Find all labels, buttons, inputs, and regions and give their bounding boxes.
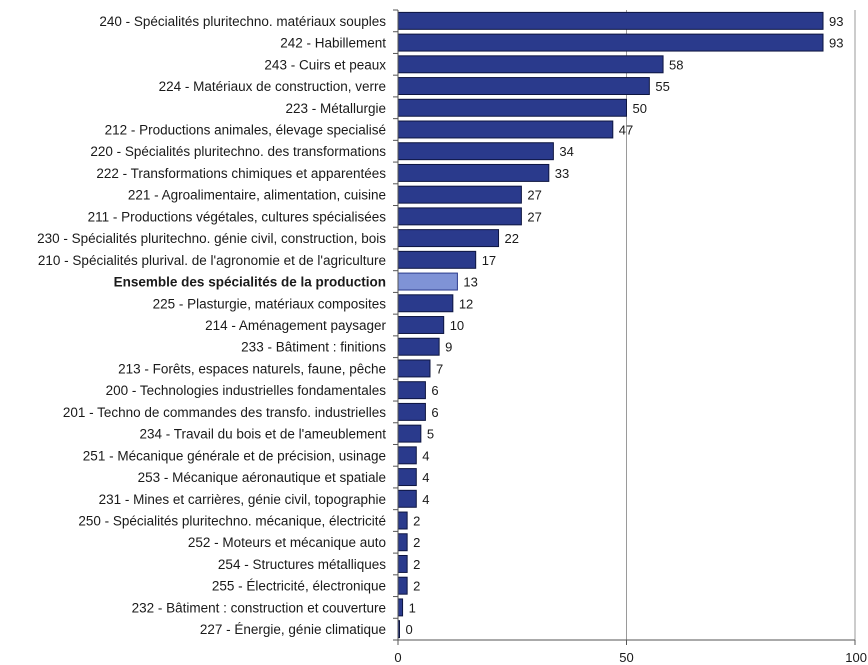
bar (397, 272, 458, 291)
category-label: 234 - Travail du bois et de l'ameublemen… (140, 427, 387, 442)
bar (397, 11, 824, 30)
value-label: 47 (619, 122, 633, 137)
bar (397, 424, 422, 443)
bar (397, 381, 426, 400)
bar (397, 77, 650, 96)
category-label: 240 - Spécialités pluritechno. matériaux… (99, 14, 386, 29)
value-label: 0 (406, 622, 413, 637)
labels-layer: 240 - Spécialités pluritechno. matériaux… (37, 14, 843, 637)
category-label: 251 - Mécanique générale et de précision… (83, 448, 386, 463)
bar (397, 511, 408, 530)
category-label: 201 - Techno de commandes des transfo. i… (63, 405, 386, 420)
bar (397, 163, 550, 182)
bars-layer (397, 11, 824, 639)
category-label: 231 - Mines et carrières, génie civil, t… (99, 492, 386, 507)
value-label: 2 (413, 535, 420, 550)
value-label: 27 (527, 188, 541, 203)
value-label: 55 (655, 79, 669, 94)
category-label: 252 - Moteurs et mécanique auto (188, 535, 386, 550)
value-label: 4 (422, 470, 429, 485)
category-label: 233 - Bâtiment : finitions (241, 340, 386, 355)
category-label: 200 - Technologies industrielles fondame… (106, 383, 387, 398)
value-label: 34 (559, 144, 573, 159)
category-label: 214 - Aménagement paysager (205, 318, 386, 333)
category-label: 221 - Agroalimentaire, alimentation, cui… (128, 188, 386, 203)
category-label: 212 - Productions animales, élevage spec… (105, 122, 386, 137)
value-label: 6 (431, 383, 438, 398)
bar (397, 98, 627, 117)
bar (397, 337, 440, 356)
bar (397, 468, 417, 487)
grid-layer (626, 10, 856, 640)
category-label: 220 - Spécialités pluritechno. des trans… (90, 144, 386, 159)
value-label: 22 (505, 231, 519, 246)
category-label: 255 - Électricité, électronique (212, 579, 386, 594)
category-label: 224 - Matériaux de construction, verre (159, 79, 386, 94)
bar (397, 316, 445, 334)
value-label: 17 (482, 253, 496, 268)
bar (397, 446, 417, 465)
category-label: 225 - Plasturgie, matériaux composites (153, 296, 387, 311)
value-label: 10 (450, 318, 464, 333)
value-label: 12 (459, 296, 473, 311)
value-label: 7 (436, 361, 443, 376)
bar (397, 33, 824, 52)
bar (397, 294, 454, 313)
category-label: 232 - Bâtiment : construction et couvert… (132, 600, 386, 615)
bar (397, 598, 404, 617)
category-label: 230 - Spécialités pluritechno. génie civ… (37, 231, 386, 246)
value-label: 2 (413, 557, 420, 572)
x-tick-label: 100 (845, 650, 867, 665)
axis-layer: 0 50 100 (393, 9, 867, 665)
bar (397, 250, 477, 269)
value-label: 9 (445, 340, 452, 355)
value-label: 4 (422, 448, 429, 463)
bar (397, 359, 431, 378)
bar (397, 533, 408, 552)
value-label: 93 (829, 36, 843, 51)
value-label: 4 (422, 492, 429, 507)
value-label: 2 (413, 514, 420, 529)
bar (397, 142, 554, 161)
category-label: 253 - Mécanique aéronautique et spatiale (138, 470, 386, 485)
category-label: 243 - Cuirs et peaux (264, 57, 386, 72)
bar (397, 55, 664, 74)
value-label: 1 (409, 600, 416, 615)
value-label: 6 (431, 405, 438, 420)
value-label: 13 (463, 275, 477, 290)
category-label: 250 - Spécialités pluritechno. mécanique… (78, 514, 386, 529)
x-tick-label: 50 (619, 650, 633, 665)
bar (397, 229, 500, 248)
value-label: 2 (413, 579, 420, 594)
value-label: 50 (633, 101, 647, 116)
bar (397, 402, 426, 421)
bar (397, 554, 408, 573)
category-label: Ensemble des spécialités de la productio… (114, 275, 386, 290)
value-label: 27 (527, 209, 541, 224)
bar (397, 120, 614, 139)
value-label: 93 (829, 14, 843, 29)
bar (397, 489, 417, 508)
x-tick-label: 0 (394, 650, 401, 665)
category-label: 227 - Énergie, génie climatique (200, 622, 386, 637)
value-label: 58 (669, 57, 683, 72)
category-label: 222 - Transformations chimiques et appar… (96, 166, 386, 181)
category-label: 211 - Productions végétales, cultures sp… (88, 209, 387, 224)
category-label: 223 - Métallurgie (285, 101, 386, 116)
category-label: 210 - Spécialités plurival. de l'agronom… (38, 253, 386, 268)
value-label: 33 (555, 166, 569, 181)
bar (397, 576, 408, 595)
bar (397, 185, 522, 204)
bar (397, 207, 522, 226)
category-label: 254 - Structures métalliques (218, 557, 386, 572)
category-label: 242 - Habillement (280, 36, 386, 51)
category-label: 213 - Forêts, espaces naturels, faune, p… (118, 361, 386, 376)
value-label: 5 (427, 427, 434, 442)
